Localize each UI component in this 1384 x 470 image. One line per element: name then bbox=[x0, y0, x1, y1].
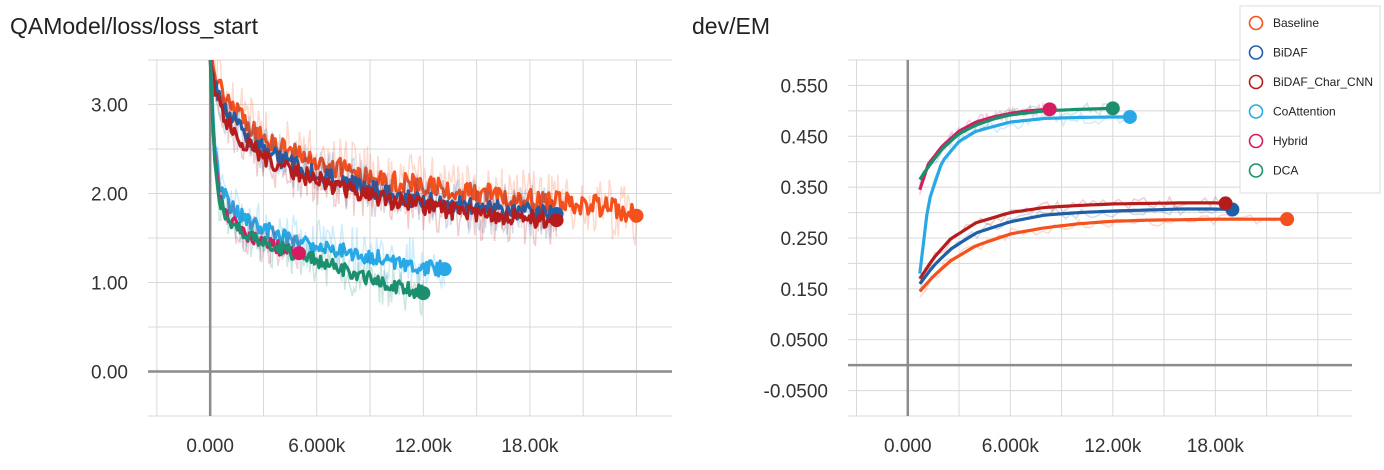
series-end-marker[interactable] bbox=[629, 208, 644, 223]
y-tick-label: 1.00 bbox=[91, 274, 128, 295]
series-end-marker[interactable] bbox=[1105, 101, 1120, 116]
y-tick-label: 2.00 bbox=[91, 185, 128, 206]
legend-label: DCA bbox=[1273, 164, 1298, 178]
em-chart-title: dev/EM bbox=[692, 13, 770, 39]
series-line bbox=[208, 60, 445, 278]
series-line bbox=[208, 60, 558, 229]
series-end-marker[interactable] bbox=[291, 246, 306, 261]
series-end-marker[interactable] bbox=[437, 262, 452, 277]
y-tick-label: 0.350 bbox=[780, 178, 828, 199]
legend-label: Hybrid bbox=[1273, 134, 1308, 148]
y-tick-label: 0.450 bbox=[780, 127, 828, 148]
x-tick-label: 6.000k bbox=[982, 436, 1040, 457]
legend-box bbox=[1239, 5, 1381, 194]
y-tick-label: 0.250 bbox=[780, 229, 828, 250]
series-line bbox=[210, 60, 638, 223]
x-tick-label: 0.000 bbox=[186, 436, 234, 457]
y-tick-label: 0.150 bbox=[780, 280, 828, 301]
series-line bbox=[918, 107, 1050, 191]
loss-chart-title: QAModel/loss/loss_start bbox=[10, 13, 259, 39]
series-line bbox=[918, 201, 1226, 280]
legend-label: BiDAF bbox=[1273, 46, 1308, 60]
legend-label: BiDAF_Char_CNN bbox=[1273, 75, 1373, 89]
x-tick-label: 12.00k bbox=[395, 436, 453, 457]
legend-label: CoAttention bbox=[1273, 105, 1336, 119]
series-end-marker[interactable] bbox=[1280, 212, 1295, 227]
series-line bbox=[918, 217, 1288, 293]
x-tick-label: 0.000 bbox=[884, 436, 932, 457]
x-tick-label: 6.000k bbox=[288, 436, 346, 457]
legend-swatch[interactable] bbox=[1248, 45, 1264, 60]
series-line bbox=[918, 115, 1130, 274]
series-end-marker[interactable] bbox=[1042, 102, 1057, 117]
series-raw-band bbox=[919, 202, 1233, 290]
legend-swatch[interactable] bbox=[1248, 133, 1264, 149]
series-end-marker[interactable] bbox=[1122, 109, 1137, 124]
y-tick-label: -0.0500 bbox=[764, 382, 828, 403]
y-tick-label: 3.00 bbox=[91, 96, 128, 117]
x-tick-label: 18.00k bbox=[501, 436, 559, 457]
series-line bbox=[918, 106, 1113, 181]
legend-swatch[interactable] bbox=[1248, 74, 1264, 90]
series-end-marker[interactable] bbox=[416, 286, 431, 301]
em-chart: 0.000 6.000k 12.00k 18.00k -0.0500 0.0500 0.15… bbox=[764, 59, 1352, 457]
loss-chart: 0.000 6.000k 12.00k 18.00k 0.00 1.00 2.00 3.00 bbox=[91, 59, 672, 457]
legend-swatch[interactable] bbox=[1248, 104, 1264, 119]
y-tick-label: 0.550 bbox=[780, 76, 828, 97]
legend-swatch[interactable] bbox=[1248, 163, 1264, 178]
legend: Baseline BiDAF BiDAF_Char_CNN CoAttention Hy… bbox=[1239, 5, 1381, 194]
series-line bbox=[918, 207, 1233, 285]
x-tick-label: 18.00k bbox=[1187, 436, 1245, 457]
series-raw-band bbox=[919, 213, 1288, 298]
series-end-marker[interactable] bbox=[1218, 196, 1233, 211]
y-tick-label: 0.00 bbox=[91, 363, 128, 384]
series-end-marker[interactable] bbox=[549, 213, 564, 228]
y-tick-label: 0.0500 bbox=[770, 331, 828, 352]
legend-label: Baseline bbox=[1273, 16, 1319, 30]
legend-swatch[interactable] bbox=[1248, 15, 1264, 31]
x-tick-label: 12.00k bbox=[1084, 436, 1142, 457]
series-line bbox=[208, 60, 425, 300]
